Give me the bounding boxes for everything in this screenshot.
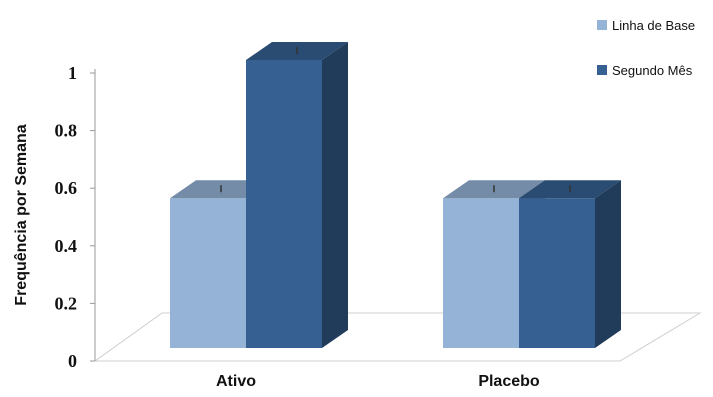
legend-item: Segundo Mês xyxy=(597,63,693,78)
y-tick-label: 0.6 xyxy=(55,178,78,198)
x-tick-label: Ativo xyxy=(216,373,256,390)
y-axis: 0 0.2 0.4 0.6 0.8 1 xyxy=(55,63,96,371)
x-tick-label: Placebo xyxy=(478,373,540,390)
legend-swatch xyxy=(597,20,607,30)
y-tick-label: 1 xyxy=(68,63,77,83)
bar-side-face xyxy=(322,42,348,348)
y-tick-label: 0.4 xyxy=(55,236,78,256)
legend-label: Linha de Base xyxy=(612,18,695,33)
bar-front-face xyxy=(170,198,246,348)
legend: Linha de Base Segundo Mês xyxy=(597,18,695,78)
bar-side-face xyxy=(595,180,621,348)
bar-front-face xyxy=(519,198,595,348)
bar xyxy=(246,42,348,348)
x-axis-ticks: Ativo Placebo xyxy=(216,373,540,390)
bars xyxy=(170,42,621,348)
y-tick-label: 0.8 xyxy=(55,121,78,141)
legend-swatch xyxy=(597,65,607,75)
y-tick-label: 0.2 xyxy=(55,293,78,313)
bar-front-face xyxy=(443,198,519,348)
y-tick-label: 0 xyxy=(68,351,77,371)
legend-label: Segundo Mês xyxy=(612,63,693,78)
legend-item: Linha de Base xyxy=(597,18,695,33)
y-axis-label: Frequência por Semana xyxy=(13,124,30,305)
bar xyxy=(519,180,621,348)
bar-front-face xyxy=(246,60,322,348)
